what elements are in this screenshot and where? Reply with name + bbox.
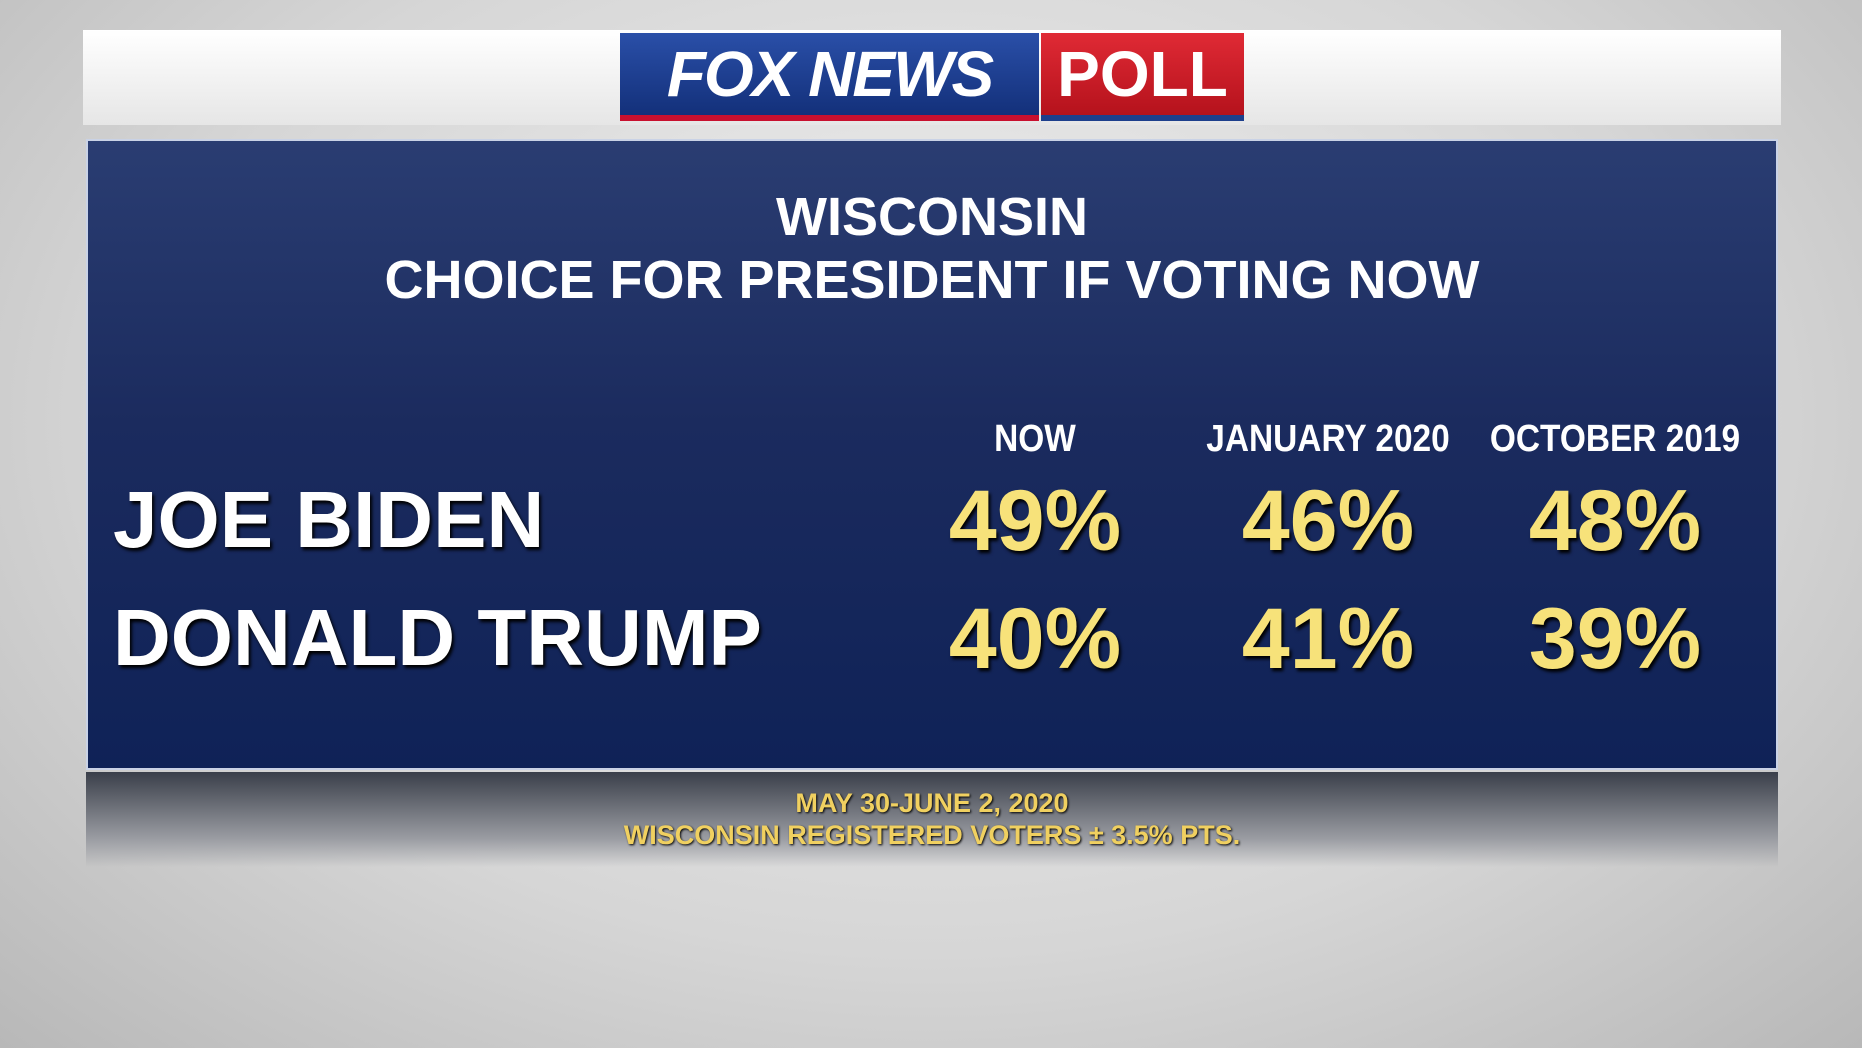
poll-value: 48%: [1528, 473, 1702, 569]
poll-value: 49%: [948, 473, 1122, 569]
poll-badge: POLL: [1041, 33, 1244, 121]
column-header: NOW: [994, 418, 1076, 460]
footer-strip: [86, 772, 1778, 867]
footer-note: WISCONSIN REGISTERED VOTERS ± 3.5% PTS.: [623, 820, 1241, 850]
title: WISCONSIN: [775, 187, 1088, 247]
poll-panel: [86, 139, 1778, 770]
poll-value: 40%: [948, 591, 1122, 687]
subtitle: CHOICE FOR PRESIDENT IF VOTING NOW: [384, 250, 1480, 310]
column-header: OCTOBER 2019: [1489, 418, 1741, 460]
footer-date: MAY 30-JUNE 2, 2020: [795, 788, 1069, 818]
brand-logo: FOX NEWS: [620, 33, 1039, 121]
candidate-name: DONALD TRUMP: [113, 593, 762, 682]
candidate-name: JOE BIDEN: [113, 475, 545, 564]
column-header: JANUARY 2020: [1206, 418, 1450, 460]
poll-value: 46%: [1241, 473, 1415, 569]
poll-value: 39%: [1528, 591, 1702, 687]
poll-value: 41%: [1241, 591, 1415, 687]
